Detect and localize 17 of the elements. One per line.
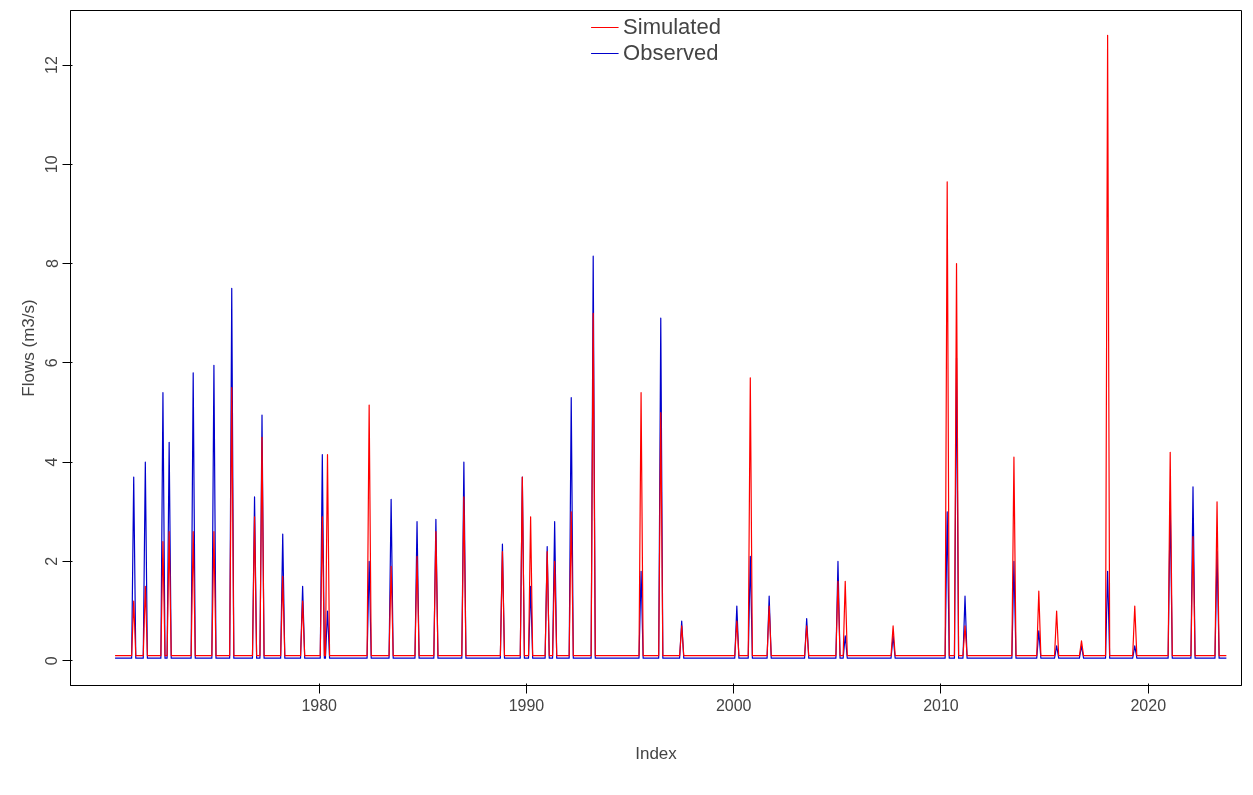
- x-tick-label: 2020: [1130, 696, 1167, 714]
- y-tick-label: 10: [43, 155, 61, 174]
- y-axis-title: Flows (m3/s): [18, 299, 38, 397]
- y-tick-label: 0: [43, 656, 61, 666]
- x-tick-label: 2000: [715, 696, 752, 714]
- y-tick-label: 6: [43, 358, 61, 368]
- legend-label: Simulated: [623, 14, 721, 40]
- x-tick-label: 1980: [301, 696, 338, 714]
- y-tick-label: 8: [43, 259, 61, 269]
- x-axis-title: Index: [635, 743, 678, 763]
- x-tick-label: 1990: [508, 696, 545, 714]
- y-tick-label: 4: [43, 457, 61, 467]
- line-series: [114, 34, 1227, 657]
- legend-label: Observed: [623, 40, 719, 66]
- y-tick-label: 2: [43, 556, 61, 566]
- y-tick-label: 12: [43, 56, 61, 74]
- x-tick-label: 2010: [923, 696, 959, 714]
